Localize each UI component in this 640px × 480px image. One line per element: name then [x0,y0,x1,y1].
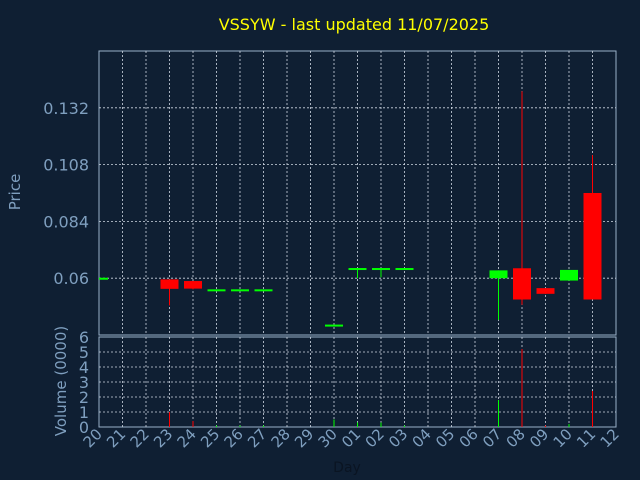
candle-body [513,268,531,300]
candle-body [254,289,273,292]
candle-body [184,281,202,289]
candle-body [160,279,179,289]
candle-body [372,268,390,271]
candle-body [207,289,226,292]
price-tick-label: 0.06 [53,269,89,288]
candle-body [231,289,249,292]
volume-tick-label: 5 [79,343,89,362]
volume-tick-label: 1 [79,403,89,422]
candle-body [99,277,108,280]
candle-body [489,270,508,279]
candle-body [395,268,414,271]
price-axis-label: Price [6,174,24,211]
candle-body [583,193,602,300]
volume-tick-label: 0 [79,418,89,437]
price-tick-label: 0.084 [43,212,89,231]
price-tick-label: 0.108 [43,156,89,175]
volume-tick-label: 6 [79,328,89,347]
x-axis-label: Day [333,460,361,476]
volume-tick-label: 4 [79,358,89,377]
volume-tick-label: 2 [79,388,89,407]
chart-title: VSSYW - last updated 11/07/2025 [219,15,490,34]
x-tick-labels: 2021222324252627282930010203040506070809… [80,425,623,451]
candle-body [348,268,367,271]
candle-body [536,288,555,294]
price-panel: 0.06 0.084 0.108 0.132 [43,50,617,336]
volume-axis-label: Volume (0000) [52,326,70,436]
price-tick-label: 0.132 [43,99,89,118]
volume-tick-label: 3 [79,373,89,392]
candle-body [560,269,578,281]
candle-body [325,324,343,327]
